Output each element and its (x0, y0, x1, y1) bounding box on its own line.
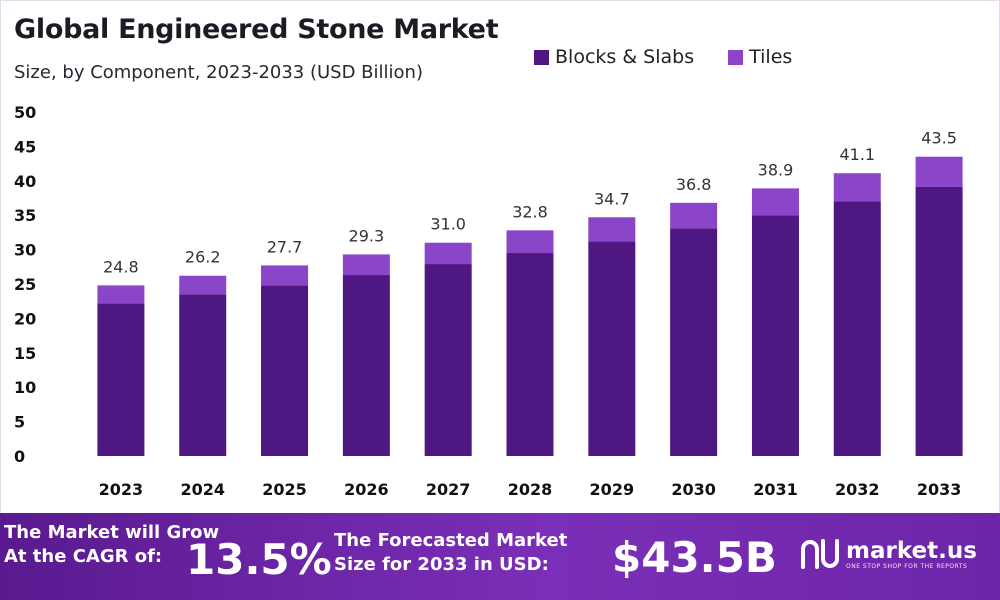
bar-blocks-slabs (670, 228, 718, 456)
x-tick-label: 2025 (262, 480, 307, 499)
bar-tiles (833, 173, 881, 202)
brand-name: market.us (846, 537, 977, 564)
y-tick-label: 40 (14, 172, 36, 191)
y-tick-label: 25 (14, 275, 36, 294)
y-tick-label: 20 (14, 309, 36, 328)
data-label: 36.8 (676, 175, 712, 194)
y-tick-label: 15 (14, 344, 36, 363)
legend-item-blocks-slabs: Blocks & Slabs (534, 46, 694, 68)
summary-banner: The Market will Grow At the CAGR of: 13.… (0, 513, 1000, 600)
x-tick-label: 2024 (180, 480, 225, 499)
x-tick-label: 2026 (344, 480, 389, 499)
bar-blocks-slabs (915, 186, 963, 456)
bar-blocks-slabs (261, 285, 309, 456)
cagr-label-line2: At the CAGR of: (4, 546, 163, 567)
brand-logo: market.us ONE STOP SHOP FOR THE REPORTS (800, 537, 977, 571)
bar-blocks-slabs (342, 275, 390, 456)
data-label: 34.7 (594, 189, 630, 208)
legend-swatch-blocks-slabs (534, 49, 549, 65)
legend-item-tiles: Tiles (728, 46, 792, 68)
y-tick-label: 5 (14, 413, 25, 432)
y-tick-label: 35 (14, 206, 36, 225)
bar-blocks-slabs (833, 201, 881, 456)
bar-blocks-slabs (506, 253, 554, 456)
bar-blocks-slabs (179, 294, 227, 456)
bar-tiles (588, 217, 636, 242)
legend-label-tiles: Tiles (749, 46, 793, 68)
x-tick-label: 2027 (426, 480, 471, 499)
data-label: 27.7 (267, 237, 303, 256)
bar-blocks-slabs (424, 264, 472, 456)
x-tick-label: 2033 (917, 480, 962, 499)
y-tick-label: 30 (14, 241, 36, 260)
chart-subtitle: Size, by Component, 2023-2033 (USD Billi… (14, 62, 423, 83)
data-label: 41.1 (839, 145, 875, 164)
forecast-label: The Forecasted Market Size for 2033 in U… (334, 529, 567, 577)
legend-swatch-tiles (728, 49, 744, 65)
bar-tiles (915, 156, 963, 187)
data-label: 29.3 (349, 226, 385, 245)
data-label: 24.8 (103, 257, 139, 276)
bar-tiles (342, 254, 390, 276)
brand-tagline: ONE STOP SHOP FOR THE REPORTS (846, 562, 968, 570)
forecast-label-line2: Size for 2033 in USD: (334, 554, 549, 575)
bar-tiles (670, 202, 718, 229)
legend-label-blocks-slabs: Blocks & Slabs (555, 46, 695, 68)
bar-blocks-slabs (588, 241, 636, 456)
bar-chart: 0510152025303540455024.8202326.2202427.7… (14, 103, 963, 499)
bar-blocks-slabs (97, 303, 145, 456)
bar-tiles (424, 242, 472, 265)
bar-tiles (179, 275, 227, 295)
chart-title: Global Engineered Stone Market (14, 14, 499, 45)
forecast-label-line1: The Forecasted Market (334, 530, 568, 551)
cagr-value: 13.5% (186, 535, 332, 584)
data-label: 43.5 (921, 129, 957, 148)
x-tick-label: 2023 (99, 480, 144, 499)
y-tick-label: 0 (14, 447, 25, 466)
x-tick-label: 2029 (590, 480, 635, 499)
data-label: 31.0 (430, 215, 466, 234)
data-label: 26.2 (185, 248, 221, 267)
y-tick-label: 10 (14, 378, 36, 397)
market-us-logo-icon (801, 539, 839, 569)
forecast-value: $43.5B (612, 533, 777, 582)
chart-legend: Blocks & Slabs Tiles (534, 46, 792, 68)
x-tick-label: 2031 (753, 480, 798, 499)
y-tick-label: 45 (14, 137, 36, 156)
cagr-label: The Market will Grow At the CAGR of: (4, 521, 219, 569)
x-tick-label: 2028 (508, 480, 553, 499)
bar-tiles (261, 265, 309, 286)
bar-blocks-slabs (751, 215, 799, 456)
x-tick-label: 2032 (835, 480, 880, 499)
bar-tiles (506, 230, 554, 254)
data-label: 38.9 (758, 160, 794, 179)
data-label: 32.8 (512, 202, 548, 221)
bar-tiles (97, 285, 145, 304)
x-tick-label: 2030 (671, 480, 716, 499)
cagr-label-line1: The Market will Grow (4, 522, 220, 543)
bar-tiles (751, 188, 799, 216)
y-tick-label: 50 (14, 103, 36, 122)
